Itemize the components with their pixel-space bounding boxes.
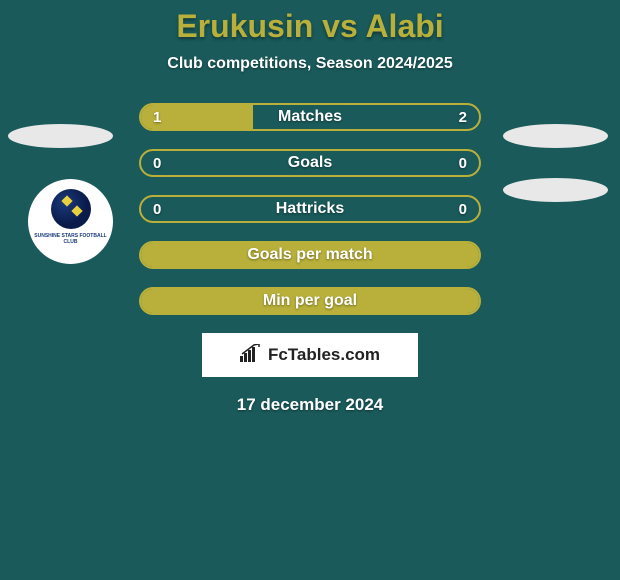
brand-logo-box: FcTables.com	[202, 333, 418, 377]
chart-icon	[240, 344, 262, 367]
club-badge-text: SUNSHINE STARS FOOTBALL CLUB	[28, 233, 113, 245]
club-badge: SUNSHINE STARS FOOTBALL CLUB	[28, 179, 113, 264]
stat-label: Hattricks	[141, 200, 479, 218]
stats-bars: 1 Matches 2 0 Goals 0 0 Hattricks 0 Goal…	[139, 103, 481, 315]
stat-right-value: 0	[459, 155, 467, 172]
stat-row-min-per-goal: Min per goal	[139, 287, 481, 315]
stat-label: Min per goal	[141, 292, 479, 310]
stat-right-value: 0	[459, 201, 467, 218]
main-container: Erukusin vs Alabi Club competitions, Sea…	[0, 0, 620, 415]
stat-right-value: 2	[459, 109, 467, 126]
stat-label: Matches	[141, 108, 479, 126]
brand-logo-text: FcTables.com	[268, 345, 380, 365]
stat-row-goals-per-match: Goals per match	[139, 241, 481, 269]
photo-placeholder-right-2	[503, 178, 608, 202]
stat-label: Goals	[141, 154, 479, 172]
date-label: 17 december 2024	[0, 395, 620, 415]
stat-row-goals: 0 Goals 0	[139, 149, 481, 177]
page-title: Erukusin vs Alabi	[0, 8, 620, 45]
stat-row-hattricks: 0 Hattricks 0	[139, 195, 481, 223]
photo-placeholder-right-1	[503, 124, 608, 148]
stat-row-matches: 1 Matches 2	[139, 103, 481, 131]
club-badge-ball-icon	[51, 189, 91, 229]
stat-label: Goals per match	[141, 246, 479, 264]
photo-placeholder-left-1	[8, 124, 113, 148]
page-subtitle: Club competitions, Season 2024/2025	[0, 55, 620, 73]
